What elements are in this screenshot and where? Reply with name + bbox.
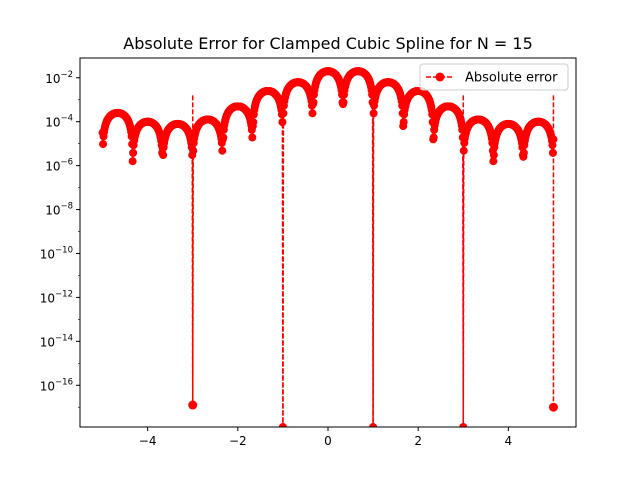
y-tick-label: 10−12 <box>40 289 73 305</box>
y-tick-label: 10−16 <box>40 377 73 393</box>
data-point <box>308 109 317 118</box>
data-point <box>278 118 287 127</box>
data-point <box>189 146 198 155</box>
data-point <box>339 98 348 107</box>
chart-title: Absolute Error for Clamped Cubic Spline … <box>123 34 533 53</box>
data-point <box>309 98 318 107</box>
data-point-knot <box>188 400 198 410</box>
x-tick-label: 2 <box>414 434 422 448</box>
data-point <box>218 146 227 155</box>
legend-marker <box>435 72 445 82</box>
y-tick-label: 10−14 <box>40 333 73 349</box>
y-axis: 10−2 10−4 10−6 10−8 10−10 10−12 10−14 10−16 <box>40 70 80 408</box>
y-tick-label: 10−4 <box>45 114 73 130</box>
data-point <box>459 146 468 155</box>
y-tick-label: 10−10 <box>40 245 73 261</box>
data-point <box>159 151 168 160</box>
data-point <box>369 109 378 118</box>
data-point <box>369 423 378 427</box>
x-tick-label: −4 <box>139 434 157 448</box>
data-point <box>399 118 408 127</box>
series-layer <box>98 67 558 427</box>
data-point <box>489 157 498 166</box>
data-point <box>249 118 258 127</box>
data-point <box>128 157 137 166</box>
legend-label: Absolute error <box>465 71 558 86</box>
data-point <box>548 141 557 150</box>
y-tick-label: 10−6 <box>45 158 73 174</box>
data-point <box>279 109 288 118</box>
data-point <box>549 135 558 144</box>
y-tick-label: 10−8 <box>45 202 73 218</box>
y-tick-label: 10−2 <box>45 70 73 86</box>
x-tick-label: 4 <box>505 434 513 448</box>
data-point <box>459 423 468 427</box>
data-point <box>548 148 557 157</box>
x-tick-label: 0 <box>324 434 332 448</box>
data-point <box>219 133 228 142</box>
data-point <box>248 133 257 142</box>
x-axis: −4 −2 0 2 4 <box>139 427 512 448</box>
data-point-knot <box>548 402 558 412</box>
data-point <box>99 140 108 149</box>
x-tick-label: −2 <box>229 434 247 448</box>
data-point <box>519 148 528 157</box>
legend: Absolute error <box>419 63 569 91</box>
data-point <box>489 151 498 160</box>
data-point <box>429 133 438 142</box>
data-point <box>129 148 138 157</box>
data-point <box>278 423 287 427</box>
legend-box <box>419 63 569 91</box>
